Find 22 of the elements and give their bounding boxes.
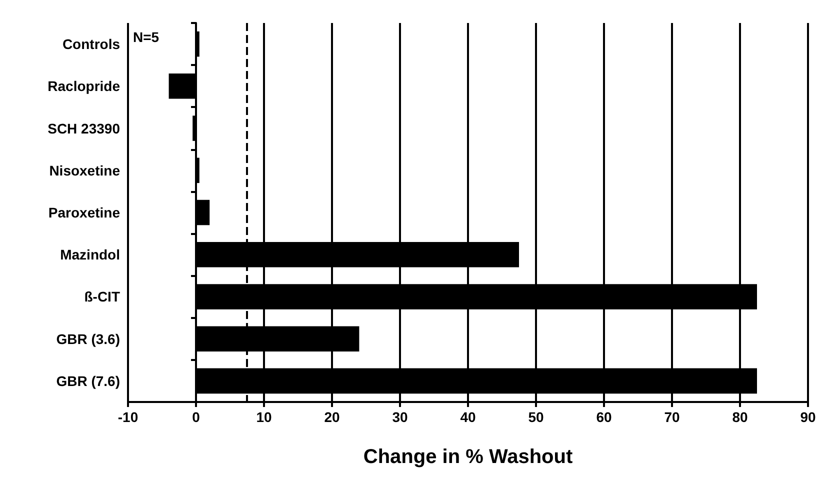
y-tick-label: Controls bbox=[62, 36, 120, 52]
y-tick-label: ß-CIT bbox=[84, 288, 120, 305]
annotation: N=5 bbox=[133, 29, 160, 45]
y-tick-label: Nisoxetine bbox=[49, 162, 120, 178]
x-tick-label: 50 bbox=[528, 409, 544, 425]
x-tick-label: 40 bbox=[460, 409, 476, 425]
x-tick-label: 60 bbox=[596, 409, 612, 425]
x-tick-label: 70 bbox=[664, 409, 680, 425]
x-axis-title: Change in % Washout bbox=[363, 446, 573, 468]
x-tick-label: 10 bbox=[256, 409, 272, 425]
y-tick-label: GBR (7.6) bbox=[56, 372, 120, 389]
y-tick-label: Raclopride bbox=[48, 78, 120, 94]
x-tick-label: 80 bbox=[732, 409, 748, 425]
y-tick-label: Mazindol bbox=[60, 246, 120, 263]
x-tick-label: 0 bbox=[192, 409, 200, 425]
y-tick-label: SCH 23390 bbox=[48, 120, 120, 136]
x-tick-label: 90 bbox=[800, 409, 816, 425]
x-tick-label: 30 bbox=[392, 409, 408, 425]
y-tick-label: GBR (3.6) bbox=[56, 330, 120, 347]
y-tick-label: Paroxetine bbox=[48, 204, 120, 220]
x-tick-label: 20 bbox=[324, 409, 340, 425]
x-tick-label: -10 bbox=[118, 409, 138, 425]
